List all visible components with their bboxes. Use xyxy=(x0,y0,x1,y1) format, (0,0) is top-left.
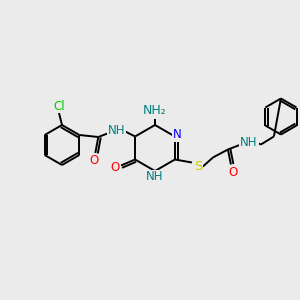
Text: NH: NH xyxy=(146,170,164,184)
Text: O: O xyxy=(110,161,120,174)
Text: S: S xyxy=(194,160,202,173)
Text: NH₂: NH₂ xyxy=(143,104,167,118)
Text: O: O xyxy=(90,154,99,167)
Text: NH: NH xyxy=(240,136,258,149)
Text: Cl: Cl xyxy=(53,100,65,112)
Text: O: O xyxy=(228,166,238,179)
Text: NH: NH xyxy=(108,124,125,137)
Text: N: N xyxy=(172,128,181,141)
